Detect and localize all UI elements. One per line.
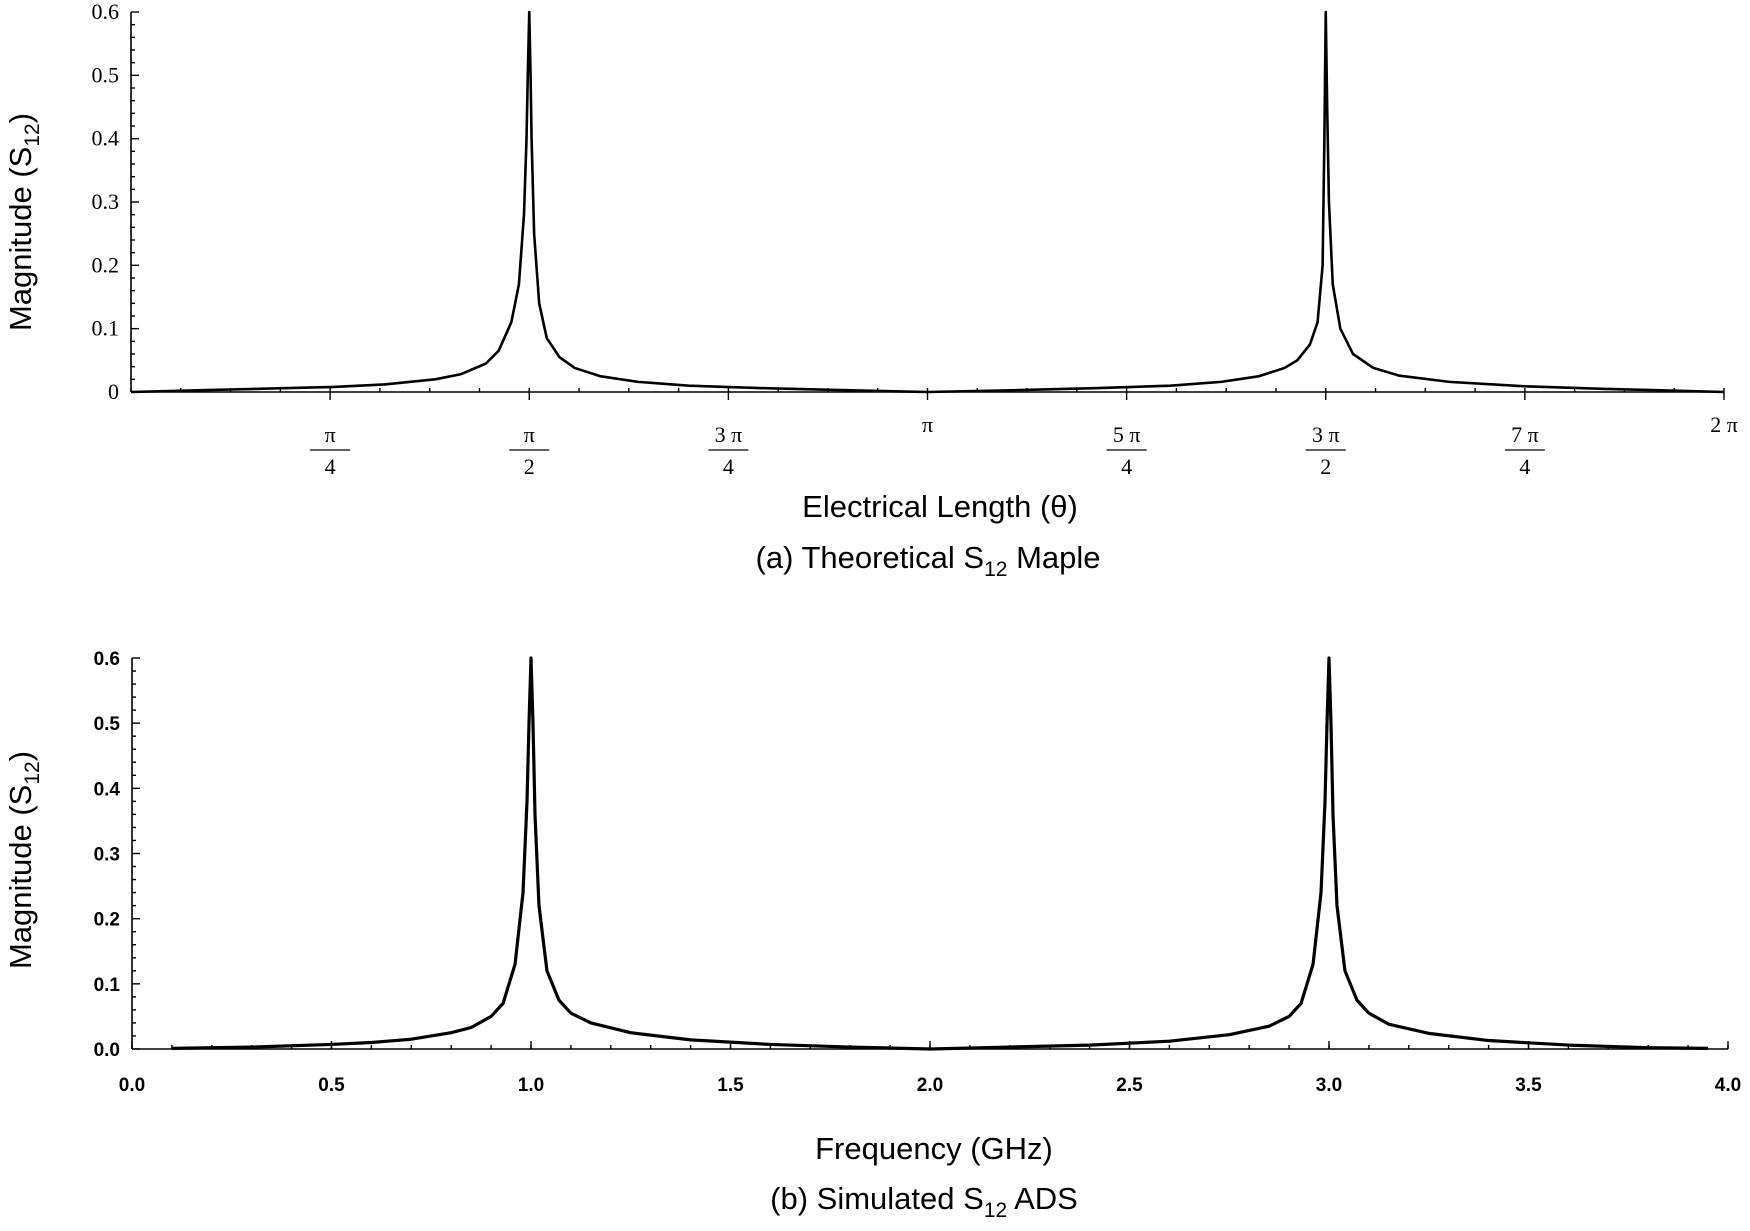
y-tick-label: 0.0 (94, 1040, 120, 1061)
x-tick-label: 1.5 (717, 1075, 744, 1096)
x-tick-label: 3.5 (1515, 1075, 1542, 1096)
chart-a-series-line (130, 10, 1725, 394)
x-tick-label: 2 π (1710, 412, 1738, 437)
chart-b-caption: (b) Simulated S12 ADS (770, 1181, 1078, 1222)
x-tick-label: 2.0 (917, 1075, 943, 1096)
svg-text:π: π (524, 422, 535, 447)
x-tick-label: π (922, 412, 933, 437)
chart-a-x-axis-title: Electrical Length (θ) (802, 489, 1078, 524)
x-tick-label: 3 π2 (1305, 422, 1346, 479)
chart-b-series-line (171, 656, 1709, 1051)
svg-text:2: 2 (524, 454, 535, 479)
chart-b: 0.0 0.1 0.2 0.3 0.4 0.5 0.6 0.0 0.5 1.0 1.5 2.0 2.5… (3, 649, 1741, 1222)
svg-text:3 π: 3 π (1312, 422, 1340, 447)
chart-a-caption: (a) Theoretical S12 Maple (756, 540, 1101, 581)
x-tick-label: 4.0 (1715, 1075, 1741, 1096)
x-tick-label: π2 (509, 422, 550, 479)
y-tick-label: 0.1 (94, 975, 121, 996)
y-tick-label: 0.2 (94, 910, 120, 931)
x-tick-label: 3 π4 (708, 422, 749, 479)
y-tick-label: 0 (108, 379, 119, 404)
svg-text:3 π: 3 π (715, 422, 743, 447)
svg-text:4: 4 (1121, 454, 1132, 479)
svg-text:2: 2 (1320, 454, 1331, 479)
chart-a-y-ticks: 0 0.1 0.2 0.3 0.4 0.5 0.6 (92, 0, 139, 404)
chart-a-y-axis-title: Magnitude (S12) (3, 113, 44, 331)
y-tick-label: 0.5 (92, 62, 120, 87)
y-tick-label: 0.3 (94, 845, 120, 866)
y-tick-label: 0.5 (94, 714, 121, 735)
x-tick-label: 1.0 (518, 1075, 544, 1096)
svg-text:7 π: 7 π (1511, 422, 1539, 447)
svg-text:5 π: 5 π (1113, 422, 1141, 447)
y-tick-label: 0.6 (94, 649, 120, 670)
x-tick-label: 0.5 (318, 1075, 345, 1096)
chart-b-y-ticks: 0.0 0.1 0.2 0.3 0.4 0.5 0.6 (94, 649, 140, 1061)
x-tick-label: π4 (310, 422, 351, 479)
svg-text:4: 4 (1519, 454, 1530, 479)
svg-text:4: 4 (723, 454, 734, 479)
y-tick-label: 0.2 (92, 252, 120, 277)
chart-b-x-axis-title: Frequency (GHz) (815, 1131, 1053, 1166)
chart-a-axes (130, 12, 1724, 393)
svg-text:π: π (325, 422, 336, 447)
x-tick-label: 0.0 (119, 1075, 145, 1096)
x-tick-label: 2.5 (1116, 1075, 1143, 1096)
chart-b-axes (131, 658, 1728, 1050)
chart-b-y-axis-title: Magnitude (S12) (3, 751, 44, 969)
y-tick-label: 0.4 (94, 779, 121, 800)
y-tick-label: 0.1 (92, 316, 120, 341)
y-tick-label: 0.4 (92, 126, 120, 151)
x-tick-label: 5 π4 (1106, 422, 1147, 479)
x-tick-label: 3.0 (1316, 1075, 1342, 1096)
x-tick-label: 7 π4 (1504, 422, 1545, 479)
svg-text:4: 4 (325, 454, 336, 479)
y-tick-label: 0.3 (92, 189, 120, 214)
y-tick-label: 0.6 (92, 0, 120, 24)
